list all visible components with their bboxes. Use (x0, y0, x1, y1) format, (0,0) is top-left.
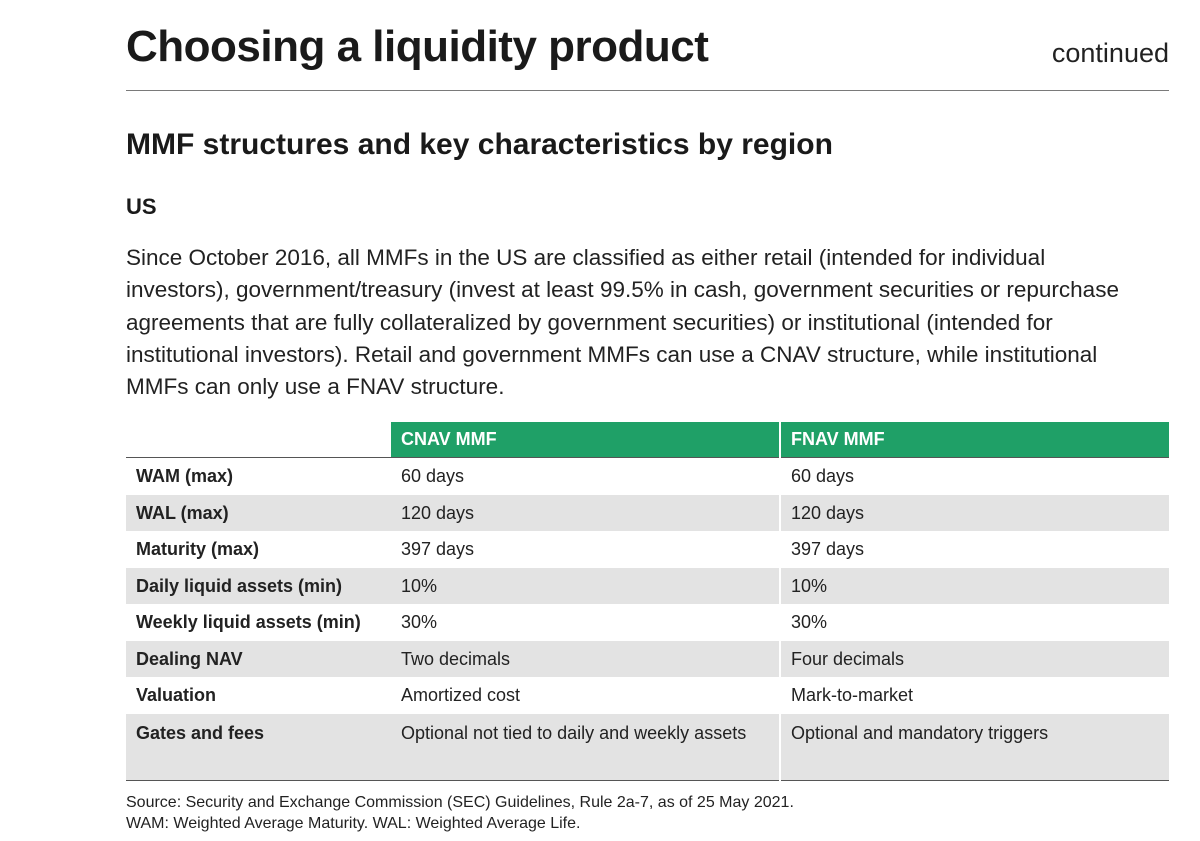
table-row: WAL (max) 120 days 120 days (126, 494, 1169, 531)
row-label: Daily liquid assets (min) (126, 567, 391, 604)
fnav-value: 30% (779, 604, 1169, 641)
fnav-value: 397 days (779, 531, 1169, 568)
cnav-value: 60 days (401, 466, 465, 487)
row-label: Gates and fees (126, 713, 391, 781)
table-row: Daily liquid assets (min) 10% 10% (126, 567, 1169, 604)
header-fnav-mmf: FNAV MMF (779, 422, 1169, 458)
table-header-row: CNAV MMF FNAV MMF (126, 422, 1169, 458)
region-title: US (126, 194, 157, 219)
table-row: Valuation Amortized cost Mark-to-market (126, 677, 1169, 714)
row-label: WAL (max) (126, 494, 391, 531)
table-row: Gates and fees Optional not tied to dail… (126, 713, 1169, 781)
source-note: Source: Security and Exchange Commission… (126, 794, 794, 811)
section-title: MMF structures and key characteristics b… (126, 128, 833, 161)
fnav-value: Optional and mandatory triggers (779, 713, 1169, 781)
fnav-value: 120 days (779, 494, 1169, 531)
cnav-value: 30% (401, 612, 438, 633)
row-label: WAM (max) (136, 466, 234, 487)
page-title: Choosing a liquidity product (126, 22, 709, 71)
cnav-value: 397 days (401, 539, 475, 560)
abbreviations-note: WAM: Weighted Average Maturity. WAL: Wei… (126, 815, 581, 832)
header-cnav-mmf: CNAV MMF (391, 422, 780, 458)
fnav-value: 10% (779, 567, 1169, 604)
row-label: Dealing NAV (126, 640, 391, 677)
page-header: Choosing a liquidity product continued (126, 20, 1169, 91)
table-row: Maturity (max) 397 days 397 days (126, 531, 1169, 568)
cnav-value: 120 days (391, 494, 780, 531)
cnav-value: Two decimals (391, 640, 780, 677)
fnav-value: Four decimals (779, 640, 1169, 677)
fnav-value: 60 days (779, 457, 1169, 495)
intro-paragraph: Since October 2016, all MMFs in the US a… (126, 245, 1119, 400)
continued-label: continued (1051, 38, 1169, 68)
cnav-value: Optional not tied to daily and weekly as… (391, 713, 780, 781)
mmf-characteristics-table: CNAV MMF FNAV MMF WAM (max) 60 days 60 d… (126, 422, 1169, 781)
header-blank-cell (126, 422, 391, 458)
fnav-value: Mark-to-market (779, 677, 1169, 714)
cnav-value: 10% (391, 567, 780, 604)
row-label: Maturity (max) (136, 539, 260, 560)
row-label: Valuation (136, 685, 217, 706)
row-label: Weekly liquid assets (min) (136, 612, 361, 633)
table-row: Weekly liquid assets (min) 30% 30% (126, 604, 1169, 641)
table-row: Dealing NAV Two decimals Four decimals (126, 640, 1169, 677)
table-row: WAM (max) 60 days 60 days (126, 457, 1169, 495)
footnotes: Source: Security and Exchange Commission… (126, 792, 794, 834)
cnav-value: Amortized cost (401, 685, 521, 706)
